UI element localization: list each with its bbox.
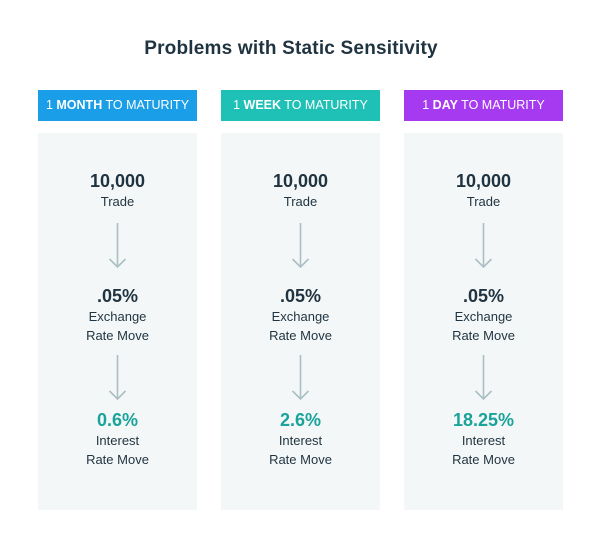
arrow-down-icon	[108, 355, 127, 401]
diagram-title: Problems with Static Sensitivity	[144, 38, 438, 59]
arrow-down-icon	[474, 223, 493, 269]
trade-block: 10,000 Trade	[38, 170, 197, 211]
arrow-down-icon	[291, 355, 310, 401]
interest-block: 0.6% Interest Rate Move	[38, 409, 197, 469]
header-unit: WEEK	[243, 98, 282, 112]
exchange-block: .05% Exchange Rate Move	[38, 285, 197, 345]
trade-block: 10,000 Trade	[221, 170, 380, 211]
interest-value: 18.25%	[452, 410, 515, 430]
header-suffix: TO MATURITY	[461, 98, 545, 112]
interest-label-line-2: Rate Move	[269, 452, 332, 467]
interest-label-line-1: Interest	[278, 433, 323, 448]
trade-value: 10,000	[272, 171, 329, 191]
column-header: 1 MONTH TO MATURITY	[38, 90, 197, 121]
interest-label-line-2: Rate Move	[86, 452, 149, 467]
column-panel: 10,000 Trade .05% Exchange Rate Move 0.6…	[38, 133, 197, 510]
trade-value: 10,000	[455, 171, 512, 191]
exchange-label-line-2: Rate Move	[269, 328, 332, 343]
header-suffix: TO MATURITY	[284, 98, 368, 112]
header-number: 1	[422, 98, 430, 112]
exchange-value: .05%	[462, 286, 505, 306]
interest-block: 2.6% Interest Rate Move	[221, 409, 380, 469]
interest-label-line-1: Interest	[95, 433, 140, 448]
trade-value: 10,000	[89, 171, 146, 191]
arrow-down-icon	[291, 223, 310, 269]
trade-block: 10,000 Trade	[404, 170, 563, 211]
exchange-value: .05%	[279, 286, 322, 306]
header-unit: DAY	[432, 98, 458, 112]
interest-value: 0.6%	[96, 410, 139, 430]
exchange-label-line-1: Exchange	[271, 309, 330, 324]
column-1-week: 1 WEEK TO MATURITY 10,000 Trade .05% Exc…	[221, 90, 380, 510]
header-number: 1	[233, 98, 241, 112]
exchange-value: .05%	[96, 286, 139, 306]
exchange-label-line-2: Rate Move	[86, 328, 149, 343]
interest-label-line-1: Interest	[461, 433, 506, 448]
header-suffix: TO MATURITY	[105, 98, 190, 112]
header-unit: MONTH	[56, 98, 103, 112]
trade-label: Trade	[283, 194, 318, 209]
interest-block: 18.25% Interest Rate Move	[404, 409, 563, 469]
header-number: 1	[45, 98, 53, 112]
exchange-label-line-1: Exchange	[454, 309, 513, 324]
column-1-month: 1 MONTH TO MATURITY 10,000 Trade .05% Ex…	[38, 90, 197, 510]
exchange-block: .05% Exchange Rate Move	[404, 285, 563, 345]
interest-value: 2.6%	[279, 410, 322, 430]
exchange-label-line-2: Rate Move	[452, 328, 515, 343]
trade-label: Trade	[100, 194, 135, 209]
column-1-day: 1 DAY TO MATURITY 10,000 Trade .05% Exch…	[404, 90, 563, 510]
exchange-block: .05% Exchange Rate Move	[221, 285, 380, 345]
arrow-down-icon	[108, 223, 127, 269]
column-panel: 10,000 Trade .05% Exchange Rate Move 2.6…	[221, 133, 380, 510]
arrow-down-icon	[474, 355, 493, 401]
column-header: 1 DAY TO MATURITY	[404, 90, 563, 121]
column-header: 1 WEEK TO MATURITY	[221, 90, 380, 121]
column-panel: 10,000 Trade .05% Exchange Rate Move 18.…	[404, 133, 563, 510]
interest-label-line-2: Rate Move	[452, 452, 515, 467]
trade-label: Trade	[466, 194, 501, 209]
exchange-label-line-1: Exchange	[88, 309, 147, 324]
